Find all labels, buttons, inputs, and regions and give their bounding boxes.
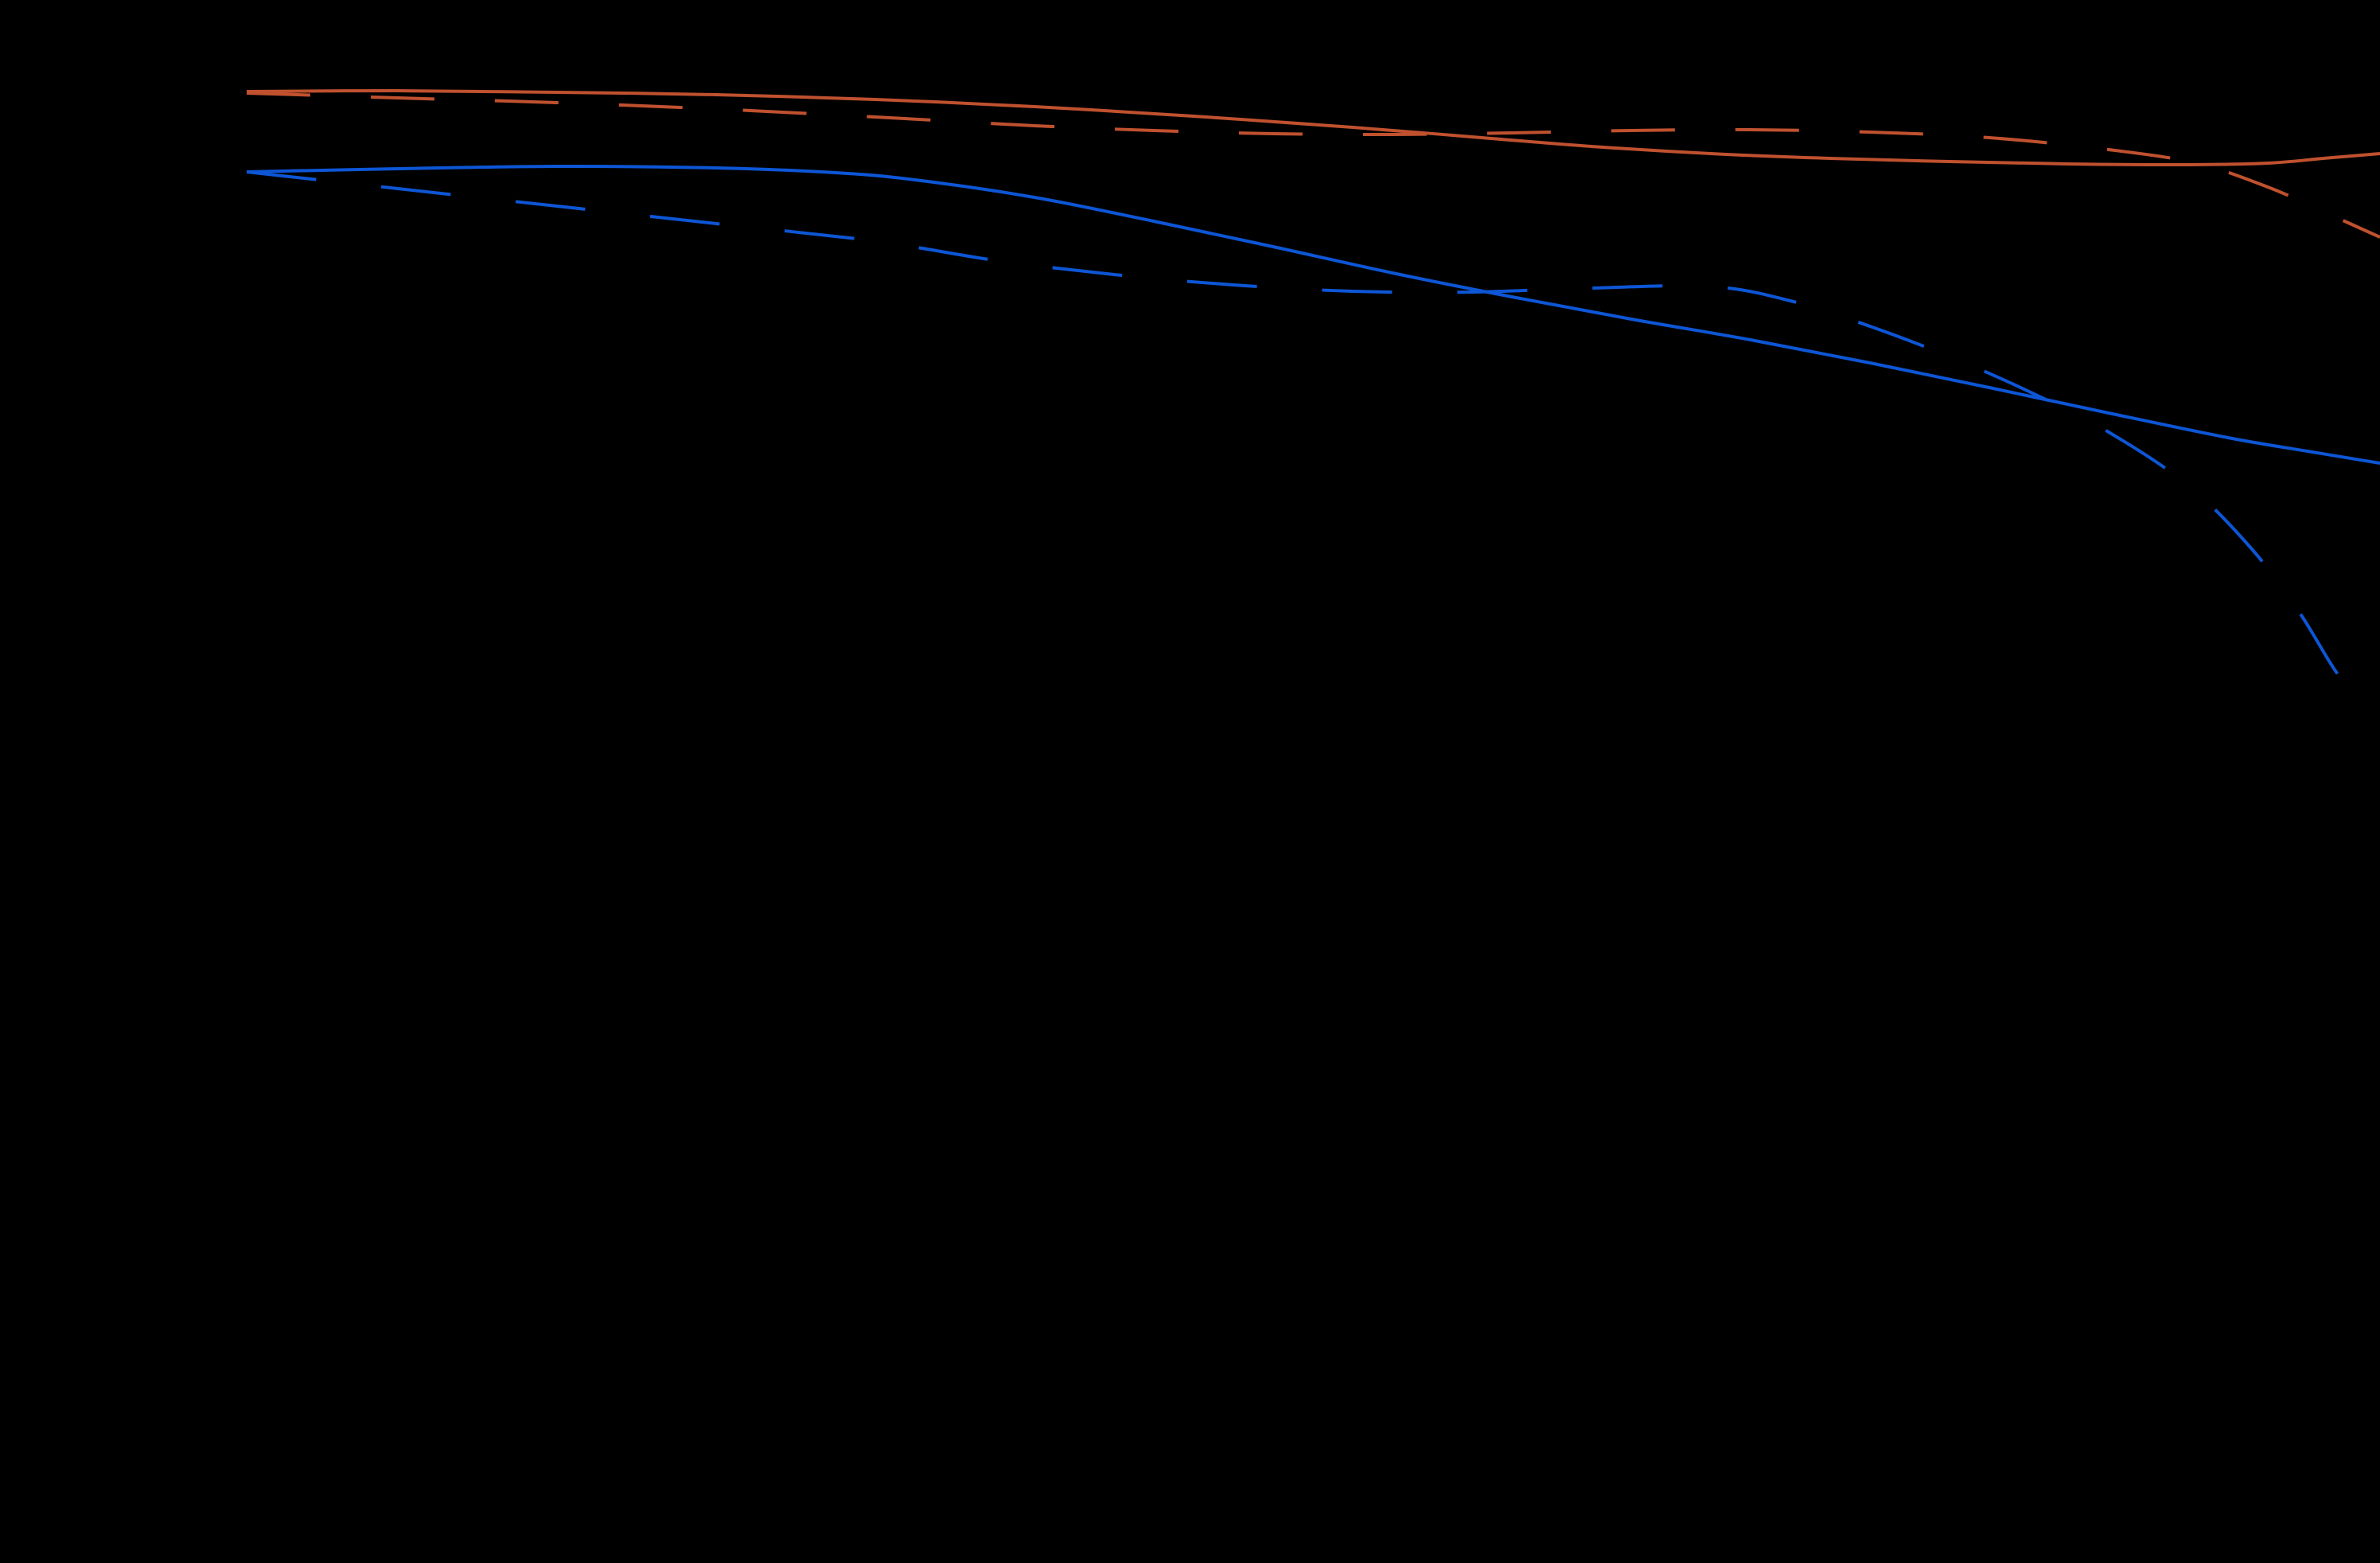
series-orange-solid-line bbox=[246, 88, 2380, 167]
series-blue-dashed-line bbox=[246, 170, 2380, 722]
series-orange-dashed-line bbox=[246, 92, 2380, 239]
series-blue-solid-line bbox=[246, 164, 2380, 465]
